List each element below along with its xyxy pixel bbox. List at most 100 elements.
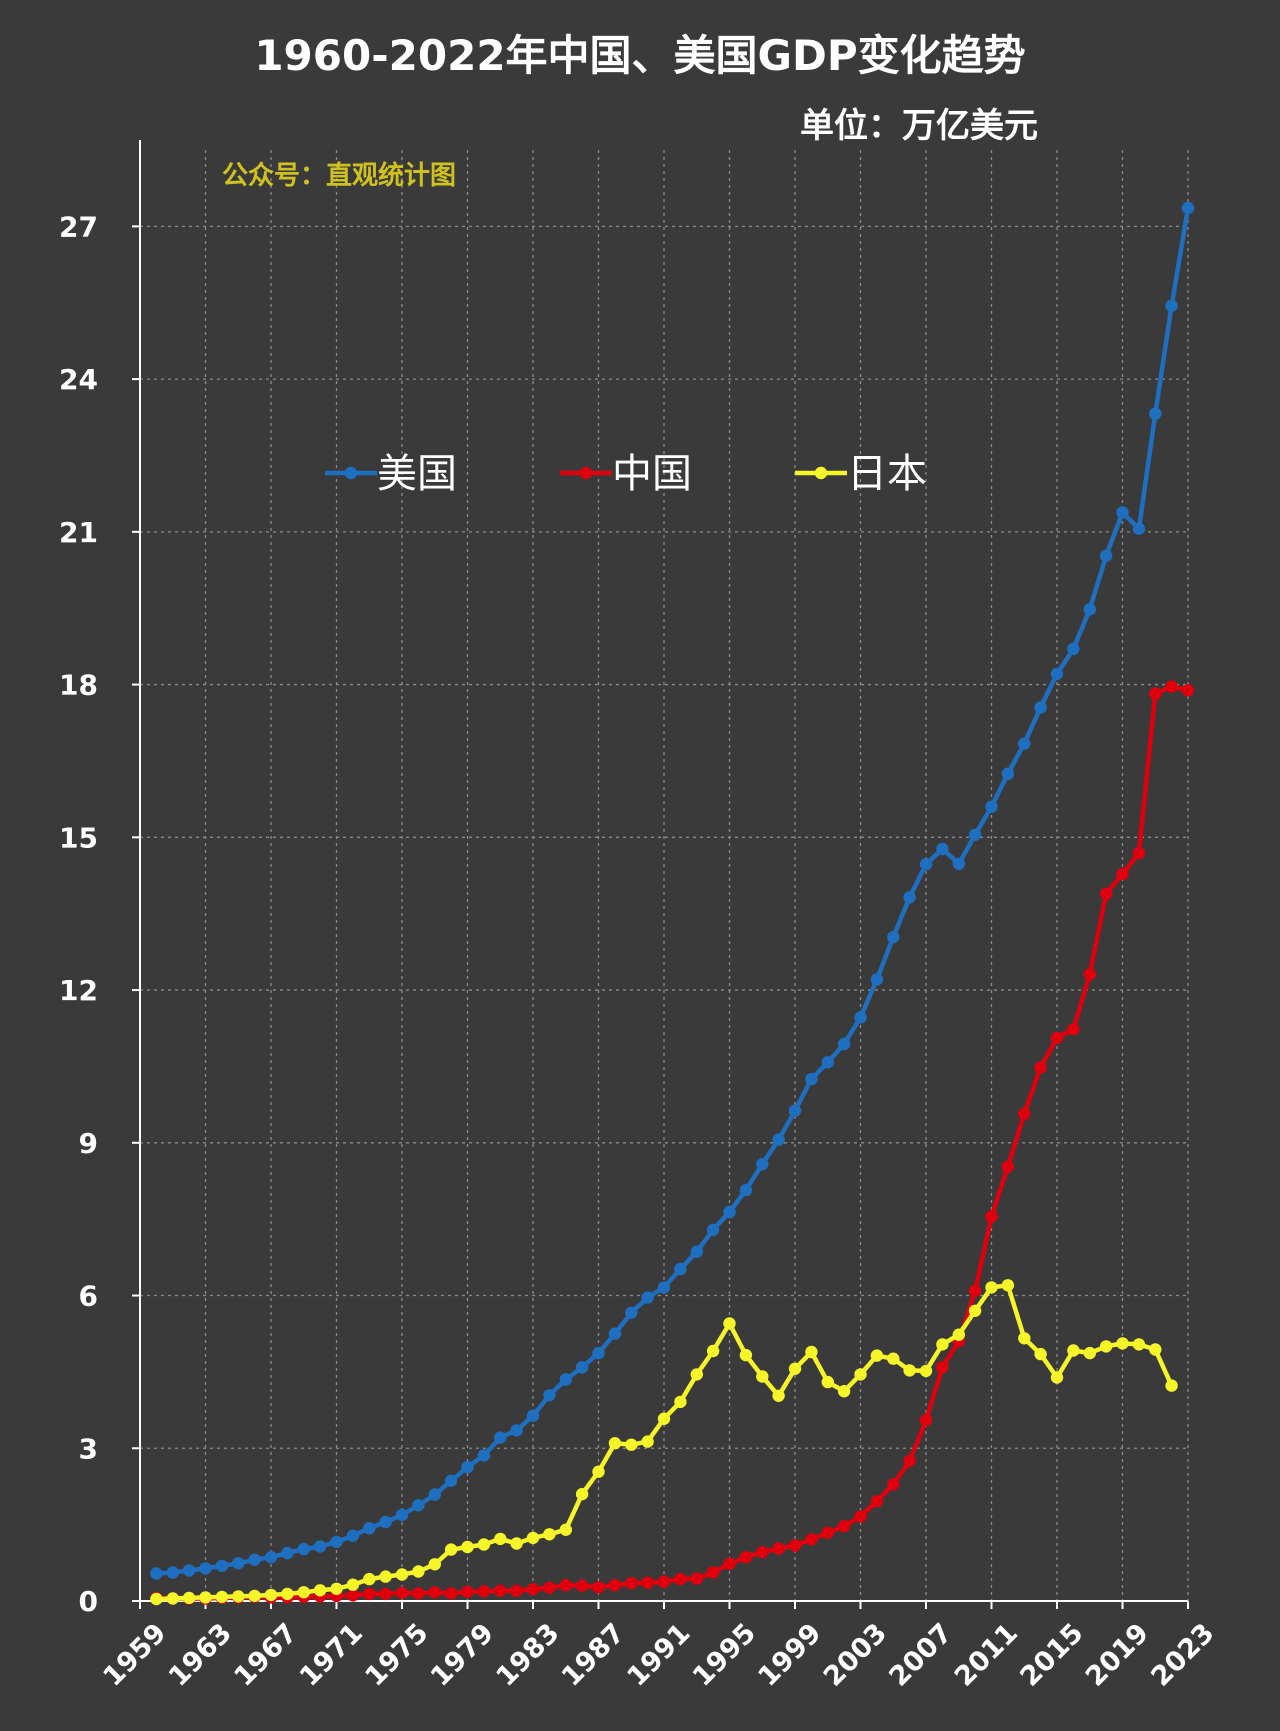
series-line-1 <box>156 684 1189 1601</box>
data-point-1 <box>625 1577 638 1590</box>
data-point-1 <box>363 1587 376 1601</box>
data-point-2 <box>379 1570 392 1583</box>
data-point-2 <box>559 1523 572 1536</box>
data-point-0 <box>281 1546 294 1560</box>
data-point-1 <box>641 1576 654 1589</box>
data-point-1 <box>1181 684 1195 697</box>
data-point-0 <box>1001 767 1015 780</box>
data-point-2 <box>1067 1344 1080 1357</box>
data-point-1 <box>805 1533 818 1546</box>
y-tick-label: 27 <box>59 210 98 243</box>
data-point-1 <box>968 1284 982 1298</box>
data-point-2 <box>1099 1340 1113 1353</box>
data-point-0 <box>313 1540 327 1553</box>
data-point-1 <box>1116 867 1129 881</box>
data-point-1 <box>412 1587 425 1600</box>
legend-label: 日本 <box>847 451 927 497</box>
data-point-0 <box>919 858 933 871</box>
y-tick-label: 24 <box>59 363 98 396</box>
data-point-0 <box>870 973 884 986</box>
data-point-2 <box>232 1590 245 1603</box>
data-point-2 <box>1149 1343 1162 1356</box>
data-point-2 <box>166 1592 179 1605</box>
data-point-0 <box>1018 737 1031 750</box>
data-point-2 <box>756 1370 769 1383</box>
data-point-0 <box>150 1567 163 1580</box>
data-point-0 <box>756 1158 769 1171</box>
data-point-0 <box>608 1327 622 1340</box>
data-point-0 <box>772 1133 785 1146</box>
data-point-0 <box>625 1306 638 1320</box>
data-point-1 <box>1132 846 1146 860</box>
data-point-1 <box>854 1510 867 1523</box>
data-point-2 <box>837 1385 851 1398</box>
data-point-2 <box>199 1591 212 1604</box>
data-point-0 <box>1067 642 1080 656</box>
data-point-0 <box>264 1551 278 1564</box>
data-point-0 <box>936 842 949 856</box>
data-point-2 <box>739 1348 753 1362</box>
data-point-2 <box>1034 1347 1047 1361</box>
data-point-0 <box>330 1535 343 1549</box>
data-point-2 <box>412 1565 425 1578</box>
data-point-0 <box>1083 603 1097 616</box>
data-point-0 <box>182 1564 196 1577</box>
y-tick-label: 15 <box>59 821 98 854</box>
data-point-0 <box>903 891 916 904</box>
data-point-1 <box>1099 887 1113 900</box>
data-point-0 <box>526 1409 540 1422</box>
data-point-2 <box>608 1437 622 1450</box>
legend-swatch-marker <box>579 466 593 480</box>
data-point-2 <box>706 1344 720 1358</box>
data-point-2 <box>313 1584 327 1597</box>
data-point-0 <box>412 1499 425 1512</box>
data-point-1 <box>526 1583 540 1596</box>
data-point-1 <box>494 1584 507 1598</box>
data-point-2 <box>182 1591 196 1605</box>
data-point-0 <box>215 1559 229 1573</box>
data-point-2 <box>788 1362 802 1376</box>
legend-swatch-marker <box>814 466 828 480</box>
data-point-2 <box>919 1364 933 1378</box>
data-point-1 <box>756 1545 769 1559</box>
data-point-1 <box>461 1585 474 1599</box>
data-point-0 <box>821 1056 834 1069</box>
data-point-0 <box>657 1281 671 1294</box>
data-point-1 <box>837 1520 851 1533</box>
data-point-0 <box>494 1431 507 1444</box>
data-point-2 <box>363 1572 376 1586</box>
unit-label: 单位：万亿美元 <box>800 106 1038 146</box>
data-point-2 <box>1018 1332 1031 1345</box>
data-point-0 <box>559 1373 572 1386</box>
data-point-0 <box>854 1011 867 1024</box>
legend-swatch-marker <box>344 466 358 480</box>
data-point-0 <box>739 1183 753 1197</box>
data-point-0 <box>363 1522 376 1535</box>
data-point-0 <box>1050 667 1064 681</box>
data-point-2 <box>903 1364 916 1377</box>
data-point-0 <box>477 1449 491 1462</box>
y-tick-label: 0 <box>79 1585 98 1618</box>
data-point-1 <box>346 1589 360 1602</box>
data-point-0 <box>690 1245 703 1258</box>
y-tick-label: 18 <box>59 669 98 702</box>
data-point-2 <box>854 1368 867 1381</box>
data-point-2 <box>297 1586 310 1599</box>
data-point-0 <box>1181 201 1195 215</box>
y-tick-labels: 0 3 6 9 12 15 18 21 24 27 <box>59 210 98 1618</box>
legend: 美国 中国 日本 <box>325 451 927 497</box>
series-line-0 <box>156 207 1191 1576</box>
data-point-2 <box>641 1435 654 1448</box>
data-point-1 <box>444 1587 458 1600</box>
data-point-2 <box>150 1592 163 1606</box>
data-point-2 <box>674 1395 687 1409</box>
data-point-2 <box>346 1578 360 1591</box>
data-point-0 <box>1099 549 1113 562</box>
data-point-0 <box>788 1104 802 1117</box>
data-point-0 <box>805 1072 818 1086</box>
data-point-1 <box>608 1579 622 1592</box>
data-point-2 <box>428 1558 441 1571</box>
data-point-1 <box>510 1584 523 1598</box>
